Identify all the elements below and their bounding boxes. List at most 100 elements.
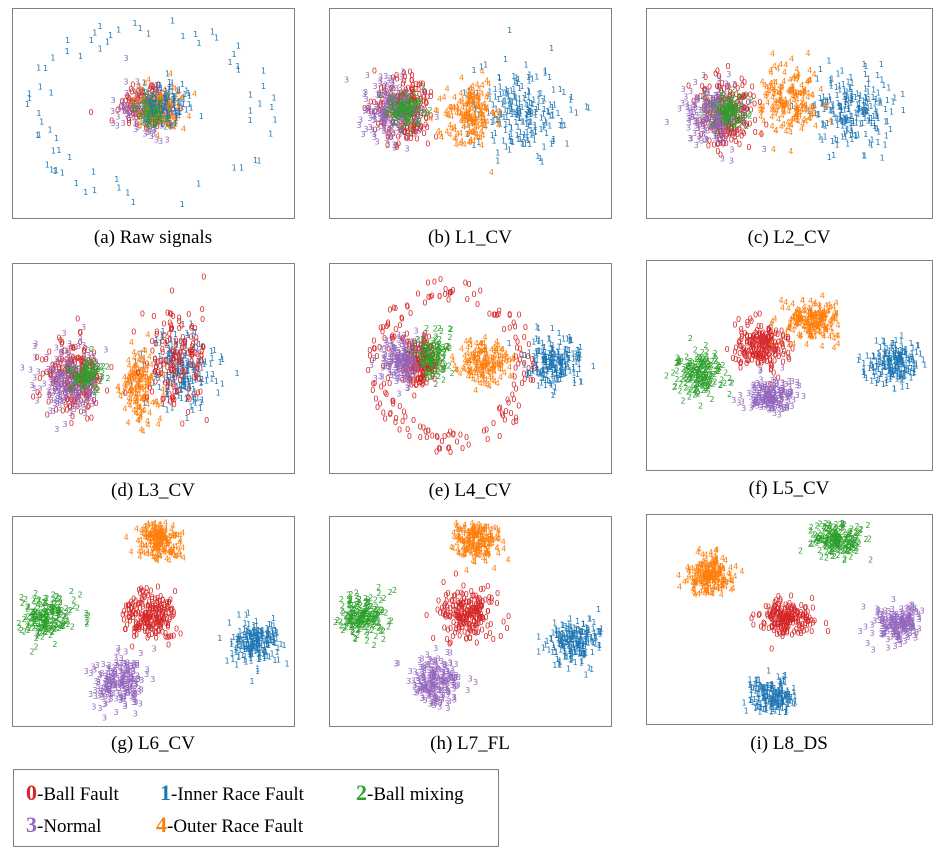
class-4-point: 4 xyxy=(465,130,470,139)
class-3-point: 3 xyxy=(392,140,397,149)
class-3-point: 3 xyxy=(149,94,154,103)
class-3-point: 3 xyxy=(392,111,397,120)
class-0-point: 0 xyxy=(140,310,145,319)
class-0-point: 0 xyxy=(189,351,194,360)
class-2-point: 2 xyxy=(728,103,733,112)
class-3-point: 3 xyxy=(386,84,391,93)
class-4-point: 4 xyxy=(122,373,127,382)
class-0-point: 0 xyxy=(59,340,64,349)
class-4-point: 4 xyxy=(462,140,467,149)
class-4-point: 4 xyxy=(135,395,140,404)
class-1-point: 1 xyxy=(131,198,136,207)
class-1-point: 1 xyxy=(507,26,512,35)
class-0-point: 0 xyxy=(94,364,99,373)
class-0-point: 0 xyxy=(165,100,170,109)
class-2-point: 2 xyxy=(99,363,104,372)
class-4-point: 4 xyxy=(781,77,786,86)
class-0-point: 0 xyxy=(737,124,742,133)
class-1-point: 1 xyxy=(49,89,54,98)
class-4-point: 4 xyxy=(122,381,127,390)
class-1-point: 1 xyxy=(865,104,870,113)
class-1-point: 1 xyxy=(268,129,273,138)
class-1-point: 1 xyxy=(165,355,170,364)
class-0-point: 0 xyxy=(736,93,741,102)
class-1-point: 1 xyxy=(825,119,830,128)
class-0-point: 0 xyxy=(169,364,174,373)
class-4-point: 4 xyxy=(789,121,794,130)
class-4-point: 4 xyxy=(138,413,143,422)
class-4-point: 4 xyxy=(172,114,177,123)
class-0-point: 0 xyxy=(388,103,393,112)
class-4-point: 4 xyxy=(137,355,142,364)
class-4-point: 4 xyxy=(794,105,799,114)
class-1-point: 1 xyxy=(169,354,174,363)
class-0-point: 0 xyxy=(151,108,156,117)
class-4-point: 4 xyxy=(809,110,814,119)
class-1-point: 1 xyxy=(159,120,164,129)
class-3-point: 3 xyxy=(693,118,698,127)
class-3-point: 3 xyxy=(724,79,729,88)
class-0-point: 0 xyxy=(741,104,746,113)
class-3-point: 3 xyxy=(386,126,391,135)
class-0-point: 0 xyxy=(144,393,149,402)
class-3-point: 3 xyxy=(140,100,145,109)
class-2-point: 2 xyxy=(739,112,744,121)
class-0-point: 0 xyxy=(400,80,405,89)
class-2-point: 2 xyxy=(93,371,98,380)
class-3-point: 3 xyxy=(384,134,389,143)
class-3-point: 3 xyxy=(35,397,40,406)
class-4-point: 4 xyxy=(768,79,773,88)
class-4-point: 4 xyxy=(166,93,171,102)
class-0-point: 0 xyxy=(150,116,155,125)
class-1-point: 1 xyxy=(216,388,221,397)
class-0-point: 0 xyxy=(423,120,428,129)
class-3-point: 3 xyxy=(67,362,72,371)
class-0-point: 0 xyxy=(165,337,170,346)
panel-caption: (e) L4_CV xyxy=(428,480,512,501)
class-1-point: 1 xyxy=(889,108,894,117)
class-0-point: 0 xyxy=(389,94,394,103)
class-0-point: 0 xyxy=(177,324,182,333)
class-0-point: 0 xyxy=(160,337,165,346)
class-3-point: 3 xyxy=(159,108,164,117)
class-4-point: 4 xyxy=(164,97,169,106)
class-1-point: 1 xyxy=(824,103,829,112)
class-1-point: 1 xyxy=(54,166,59,175)
class-1-point: 1 xyxy=(844,116,849,125)
class-1-point: 1 xyxy=(173,387,178,396)
class-0-point: 0 xyxy=(721,129,726,138)
class-3-point: 3 xyxy=(713,113,718,122)
class-3-point: 3 xyxy=(381,124,386,133)
class-0-point: 0 xyxy=(53,375,58,384)
class-0-point: 0 xyxy=(757,98,762,107)
class-1-point: 1 xyxy=(186,89,191,98)
class-4-point: 4 xyxy=(481,115,486,124)
class-0-point: 0 xyxy=(182,336,187,345)
class-0-point: 0 xyxy=(420,80,425,89)
class-3-point: 3 xyxy=(157,101,162,110)
class-0-point: 0 xyxy=(144,104,149,113)
class-0-point: 0 xyxy=(423,427,428,436)
class-3-point: 3 xyxy=(364,95,369,104)
class-0-point: 0 xyxy=(85,371,90,380)
class-3-point: 3 xyxy=(396,115,401,124)
class-0-point: 0 xyxy=(153,362,158,371)
class-1-point: 1 xyxy=(159,84,164,93)
class-0-point: 0 xyxy=(378,399,383,408)
class-0-point: 0 xyxy=(517,310,522,319)
class-0-point: 0 xyxy=(72,398,77,407)
class-1-point: 1 xyxy=(174,111,179,120)
class-2-point: 2 xyxy=(149,94,154,103)
class-0-point: 0 xyxy=(162,331,167,340)
class-1-point: 1 xyxy=(882,141,887,150)
class-1-point: 1 xyxy=(181,378,186,387)
class-0-point: 0 xyxy=(179,372,184,381)
class-3-point: 3 xyxy=(693,78,698,87)
class-4-point: 4 xyxy=(140,395,145,404)
class-0-point: 0 xyxy=(385,102,390,111)
class-1-point: 1 xyxy=(829,74,834,83)
class-0-point: 0 xyxy=(404,108,409,117)
class-1-point: 1 xyxy=(180,200,185,209)
class-0-point: 0 xyxy=(723,103,728,112)
class-0-point: 0 xyxy=(80,388,85,397)
